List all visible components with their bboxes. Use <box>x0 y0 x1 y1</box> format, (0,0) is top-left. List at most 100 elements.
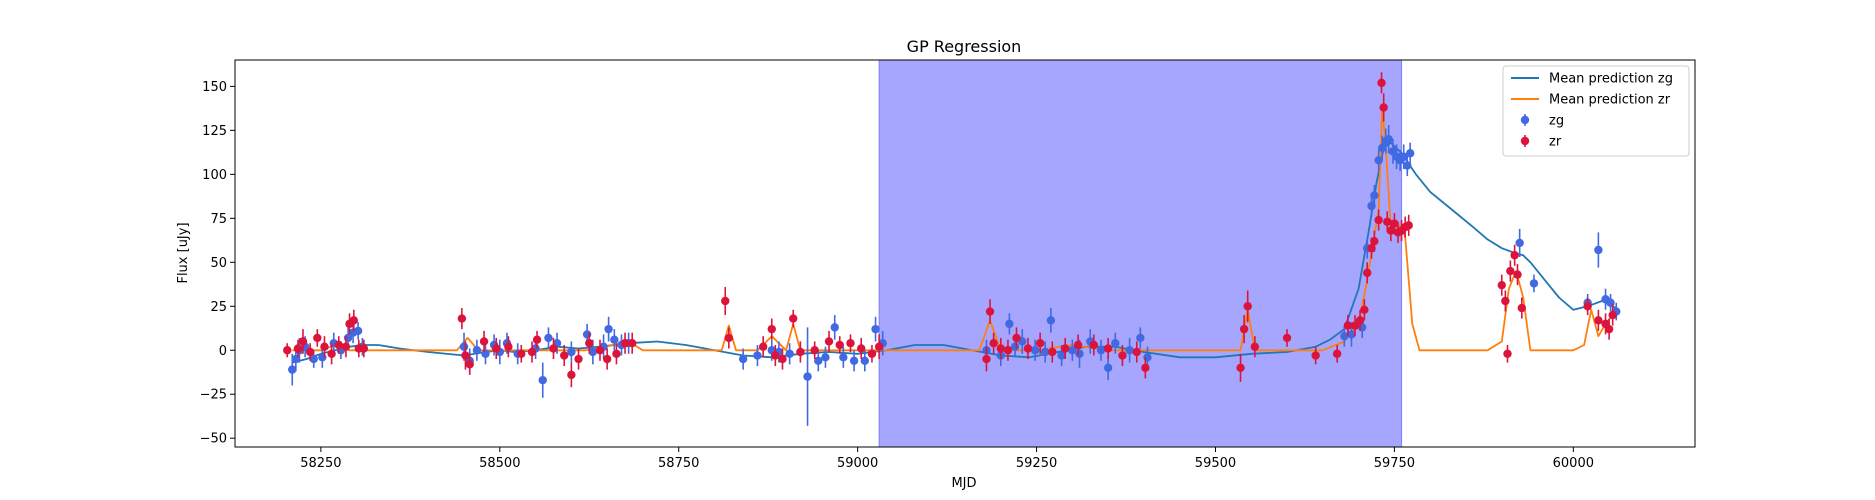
data-point-zg <box>538 362 547 398</box>
data-point-zr <box>1379 93 1388 122</box>
marker-zr <box>465 360 474 369</box>
data-point-zr <box>585 332 594 354</box>
data-point-zg <box>1136 327 1145 349</box>
data-point-zr <box>341 336 351 358</box>
marker-zr <box>457 314 467 323</box>
legend-label: zr <box>1549 135 1562 150</box>
marker-zr <box>989 339 998 348</box>
marker-zg <box>1347 330 1356 339</box>
marker-zr <box>327 349 336 358</box>
data-point-zg <box>1340 325 1349 347</box>
marker-zg <box>871 324 880 334</box>
data-point-zg <box>1005 313 1014 335</box>
data-point-zr <box>283 343 292 358</box>
marker-zg <box>1046 316 1056 325</box>
y-tick-label: 100 <box>202 168 227 183</box>
x-tick-label: 59750 <box>1374 456 1415 471</box>
data-point-zr <box>313 329 322 347</box>
marker-zr <box>1503 349 1512 358</box>
data-point-zr <box>492 337 501 360</box>
marker-zr <box>724 333 734 343</box>
marker-zg <box>849 356 859 366</box>
marker-zr <box>758 342 768 351</box>
marker-zr <box>305 347 315 357</box>
data-point-zg <box>830 315 839 340</box>
data-point-zr <box>1035 332 1045 354</box>
marker-zg <box>1111 339 1120 348</box>
marker-zg <box>1010 342 1020 351</box>
data-point-zr <box>1350 315 1360 337</box>
marker-zg <box>1005 319 1014 329</box>
data-point-zr <box>465 353 474 375</box>
data-point-zg <box>472 339 482 361</box>
data-point-zr <box>1517 297 1527 319</box>
marker-zr <box>985 307 995 316</box>
marker-zg <box>538 375 547 385</box>
data-point-zg <box>1125 337 1134 363</box>
data-point-zr <box>1510 244 1519 266</box>
marker-zg <box>610 335 619 344</box>
marker-zr <box>1379 103 1388 112</box>
marker-zg <box>1594 245 1603 255</box>
data-point-zg <box>1515 228 1524 258</box>
marker-zr <box>567 370 576 380</box>
marker-zr <box>479 337 489 346</box>
y-axis-label: Flux [uJy] <box>176 222 191 283</box>
marker-zr <box>1386 226 1396 235</box>
data-point-zr <box>874 334 884 360</box>
data-point-zr <box>1141 357 1150 379</box>
y-tick-label: 125 <box>202 124 227 139</box>
marker-zg <box>1374 156 1383 165</box>
data-point-zg <box>738 348 748 370</box>
data-point-zr <box>1332 344 1342 363</box>
data-point-zr <box>789 309 798 328</box>
data-point-zg <box>814 350 823 372</box>
marker-zr <box>996 344 1005 353</box>
marker-zr <box>298 337 308 346</box>
marker-zg <box>738 354 748 364</box>
marker-zr <box>349 316 359 325</box>
data-point-zr <box>504 336 513 358</box>
marker-zr <box>1311 351 1320 360</box>
marker-zr <box>1497 280 1506 290</box>
data-point-zr <box>1060 337 1070 360</box>
data-point-zg <box>1594 232 1603 268</box>
data-point-zg <box>544 327 553 349</box>
marker-zr <box>1141 363 1150 373</box>
marker-zg <box>1405 149 1415 158</box>
marker-zg <box>1378 143 1387 153</box>
data-point-zr <box>771 344 780 367</box>
legend-swatch-marker <box>1520 115 1530 125</box>
data-point-zr <box>574 348 583 370</box>
marker-zg <box>1384 134 1393 144</box>
marker-zr <box>1390 219 1399 228</box>
data-point-zg <box>871 316 880 342</box>
marker-zg <box>839 353 848 362</box>
marker-zg <box>481 349 490 358</box>
data-point-zr <box>758 336 768 358</box>
y-tick-label: −50 <box>200 432 227 447</box>
data-point-zr <box>620 332 630 354</box>
data-point-zg <box>1046 308 1056 333</box>
data-point-zr <box>767 318 776 340</box>
marker-zg <box>860 356 870 366</box>
marker-zg <box>1040 347 1050 357</box>
x-tick-label: 59000 <box>837 456 878 471</box>
marker-zg <box>1068 346 1077 355</box>
marker-zg <box>1529 279 1539 288</box>
marker-zr <box>1510 251 1519 260</box>
y-tick-label: 75 <box>210 212 227 227</box>
x-tick-label: 59250 <box>1016 456 1057 471</box>
y-tick-label: 0 <box>219 344 227 359</box>
data-point-zr <box>1132 341 1141 363</box>
data-point-zr <box>549 337 558 360</box>
marker-zg <box>1103 363 1113 373</box>
marker-zr <box>1343 321 1353 330</box>
marker-zg <box>821 353 830 362</box>
data-point-zr <box>517 344 526 363</box>
marker-zr <box>1350 321 1360 330</box>
legend-label: Mean prediction zr <box>1549 93 1671 108</box>
data-point-zg <box>849 350 859 372</box>
data-point-zg <box>1068 339 1077 361</box>
data-point-zr <box>1377 72 1386 94</box>
